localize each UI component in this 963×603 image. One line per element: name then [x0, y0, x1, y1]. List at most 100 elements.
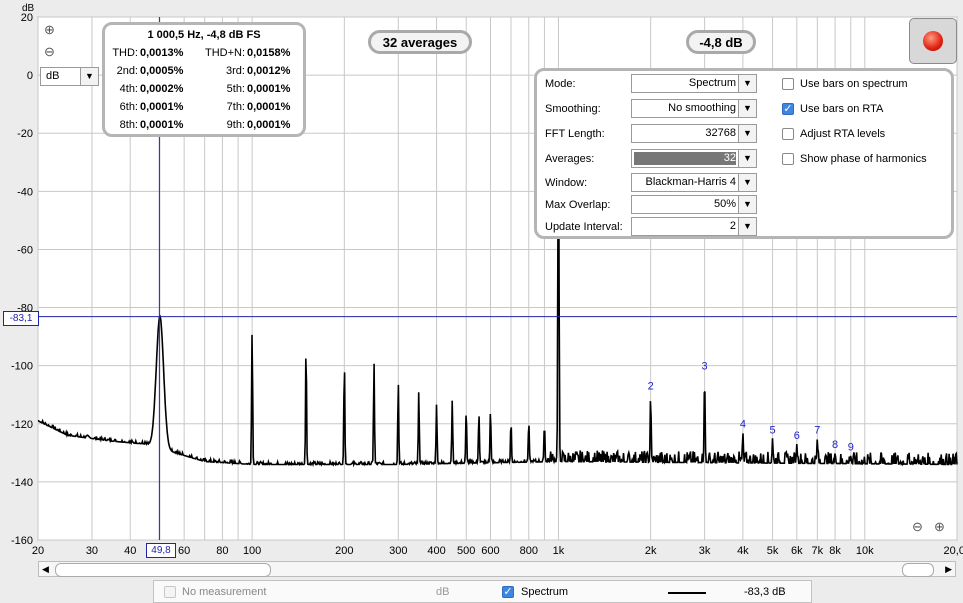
no-measurement-checkbox[interactable] — [164, 586, 176, 598]
x-tick-label: 800 — [520, 545, 538, 557]
chevron-down-icon: ▼ — [80, 68, 98, 85]
x-tick-label: 1k — [553, 545, 565, 557]
harmonic-label: 6th: — [119, 101, 138, 113]
chevron-down-icon: ▼ — [738, 125, 756, 142]
scrollbar-thumb[interactable] — [55, 563, 271, 577]
no-measurement-label: No measurement — [182, 586, 267, 598]
harmonic-label: 9th: — [226, 119, 245, 131]
mode-value: Spectrum — [688, 77, 736, 89]
y-tick-label: -140 — [11, 477, 33, 489]
x-tick-label: 3k — [699, 545, 711, 557]
window-value: Blackman-Harris 4 — [645, 176, 736, 188]
harmonic-value: 0,0001% — [140, 101, 184, 113]
show-phase-label: Show phase of harmonics — [800, 153, 927, 165]
averages-indicator: 32 averages — [368, 30, 472, 54]
zoom-out-x-icon[interactable]: ⊖ — [912, 519, 923, 534]
unit-select[interactable]: dB ▼ — [40, 67, 99, 86]
update-interval-value: 2 — [729, 220, 736, 232]
adjust-rta-levels-checkbox[interactable] — [782, 128, 794, 140]
settings-panel: Mode: Spectrum ▼ Smoothing: No smoothing ▼… — [534, 68, 954, 239]
use-bars-spectrum-label: Use bars on spectrum — [800, 78, 908, 90]
smoothing-value: No smoothing — [668, 102, 736, 114]
x-tick-label: 100 — [243, 545, 261, 557]
x-tick-label: 300 — [389, 545, 407, 557]
harmonics-header: 1 000,5 Hz, -4,8 dB FS — [147, 29, 261, 41]
cursor-y-readout: -83,1 — [3, 311, 39, 326]
x-tick-label: 500 — [457, 545, 475, 557]
max-overlap-label: Max Overlap: — [545, 199, 611, 211]
use-bars-spectrum-checkbox[interactable] — [782, 78, 794, 90]
zoom-out-y-icon[interactable]: ⊖ — [44, 44, 55, 59]
harmonic-value: 0,0001% — [247, 119, 291, 131]
window-select[interactable]: Blackman-Harris 4 ▼ — [631, 173, 757, 192]
record-icon — [923, 31, 943, 51]
no-measurement-unit: dB — [436, 586, 450, 598]
legend-bar: No measurement dB ✓ Spectrum -83,3 dB — [153, 580, 812, 603]
averages-label: Averages: — [545, 153, 595, 165]
x-tick-label: 80 — [216, 545, 228, 557]
mode-select[interactable]: Spectrum ▼ — [631, 74, 757, 93]
scroll-right-icon[interactable]: ▶ — [945, 564, 952, 574]
harmonic-marker-label: 9 — [848, 442, 854, 454]
spectrum-line — [37, 94, 958, 468]
harmonics-panel: 1 000,5 Hz, -4,8 dB FS THD: 0,0013% THD+N:… — [102, 22, 306, 137]
y-tick-label: -60 — [17, 244, 33, 256]
harmonic-label: THD+N: — [204, 47, 245, 59]
spectrum-legend-value: -83,3 dB — [744, 586, 786, 598]
x-tick-label: 30 — [86, 545, 98, 557]
chevron-down-icon: ▼ — [738, 100, 756, 117]
record-button[interactable] — [909, 18, 957, 64]
harmonic-value: 0,0001% — [140, 119, 184, 131]
averages-select[interactable]: 32 ▼ — [631, 149, 757, 168]
harmonic-marker-label: 6 — [794, 430, 800, 442]
smoothing-label: Smoothing: — [545, 103, 601, 115]
x-tick-label: 6k — [791, 545, 803, 557]
show-phase-checkbox[interactable] — [782, 153, 794, 165]
y-tick-label: -160 — [11, 535, 33, 547]
chevron-down-icon: ▼ — [738, 150, 756, 167]
fft-length-label: FFT Length: — [545, 128, 605, 140]
cursor-x-readout: 49,8 — [146, 543, 176, 558]
x-tick-label: 20 — [32, 545, 44, 557]
spectrum-checkbox[interactable]: ✓ — [502, 586, 514, 598]
smoothing-select[interactable]: No smoothing ▼ — [631, 99, 757, 118]
zoom-in-y-icon[interactable]: ⊕ — [44, 22, 55, 37]
harmonic-value: 0,0012% — [247, 65, 291, 77]
harmonic-marker-label: 2 — [648, 381, 654, 393]
chevron-down-icon: ▼ — [738, 75, 756, 92]
harmonic-value: 0,0158% — [247, 47, 291, 59]
harmonic-label: 5th: — [226, 83, 245, 95]
use-bars-rta-checkbox[interactable]: ✓ — [782, 103, 794, 115]
x-tick-label: 600 — [481, 545, 499, 557]
scroll-left-icon[interactable]: ◀ — [42, 564, 49, 574]
update-interval-select[interactable]: 2 ▼ — [631, 217, 757, 236]
x-tick-label: 40 — [124, 545, 136, 557]
max-overlap-value: 50% — [713, 198, 736, 210]
zoom-in-x-icon[interactable]: ⊕ — [934, 519, 945, 534]
scrollbar-thumb-end — [902, 563, 934, 577]
unit-select-value: dB — [46, 70, 60, 82]
x-tick-label: 7k — [812, 545, 824, 557]
harmonic-value: 0,0013% — [140, 47, 184, 59]
x-tick-label: 5k — [767, 545, 779, 557]
chevron-down-icon: ▼ — [738, 218, 756, 235]
chevron-down-icon: ▼ — [738, 174, 756, 191]
chevron-down-icon: ▼ — [738, 196, 756, 213]
x-tick-label: 2k — [645, 545, 657, 557]
fft-length-select[interactable]: 32768 ▼ — [631, 124, 757, 143]
window-label: Window: — [545, 177, 588, 189]
level-indicator: -4,8 dB — [686, 30, 756, 54]
spectrum-legend-label: Spectrum — [521, 586, 569, 598]
update-interval-label: Update Interval: — [545, 221, 623, 233]
x-tick-label: 8k — [829, 545, 841, 557]
y-axis-title: dB — [22, 3, 35, 14]
harmonic-marker-label: 8 — [832, 439, 838, 451]
horizontal-scrollbar[interactable]: ◀ ▶ — [38, 561, 956, 577]
x-tick-label: 10k — [856, 545, 874, 557]
max-overlap-select[interactable]: 50% ▼ — [631, 195, 757, 214]
x-tick-label: 20,0k — [944, 545, 963, 557]
x-tick-label: 200 — [335, 545, 353, 557]
harmonic-marker-label: 7 — [814, 424, 820, 436]
harmonic-value: 0,0005% — [140, 65, 184, 77]
harmonic-label: 7th: — [226, 101, 245, 113]
